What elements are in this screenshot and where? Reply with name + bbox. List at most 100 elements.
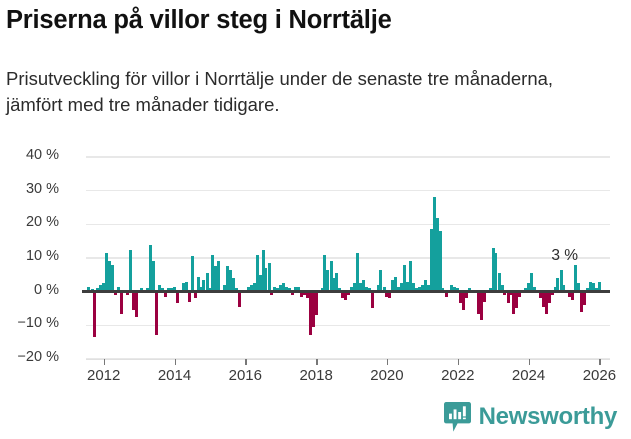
bar	[175, 291, 179, 304]
bar	[541, 291, 545, 307]
page-subtitle: Prisutveckling för villor i Norrtälje un…	[6, 68, 554, 116]
x-axis-tick-label: 2024	[511, 367, 546, 384]
gridline	[86, 324, 610, 327]
bar	[305, 291, 309, 299]
bar	[258, 274, 262, 292]
bar	[580, 291, 584, 312]
bar	[370, 291, 374, 309]
y-axis-tick-label: 0 %	[34, 281, 59, 298]
bar	[441, 288, 445, 292]
bar	[586, 288, 590, 292]
bar	[506, 291, 510, 304]
bar	[500, 284, 504, 292]
bar	[128, 249, 132, 292]
bar	[296, 286, 300, 292]
x-axis-tick-label: 2012	[87, 367, 121, 384]
page-title: Priserna på villor steg i Norrtälje	[6, 6, 392, 34]
bar	[418, 286, 422, 292]
bar	[190, 256, 194, 292]
bar	[527, 283, 531, 292]
bar	[111, 264, 115, 292]
x-axis-tick-label: 2022	[441, 367, 475, 384]
bar	[164, 291, 168, 297]
bar	[338, 288, 342, 292]
bar	[96, 288, 100, 292]
x-axis-tick-label: 2016	[228, 367, 262, 384]
bar	[279, 284, 283, 292]
bar	[173, 286, 176, 292]
bar	[459, 291, 463, 304]
x-axis-tick	[528, 359, 530, 365]
y-axis-tick-label: 10 %	[25, 248, 59, 264]
bar	[119, 291, 123, 314]
bar	[509, 291, 513, 296]
x-axis: 2012 2014 2016 2018 2020 2022 2024 2026	[86, 359, 616, 395]
bar	[391, 279, 395, 292]
bar	[223, 284, 227, 292]
bar	[382, 286, 386, 292]
bar	[494, 252, 498, 292]
bar	[341, 291, 345, 299]
x-axis-tick	[316, 359, 318, 365]
bar-chart-speech-bubble-icon	[443, 402, 471, 432]
bar	[161, 288, 165, 292]
bar	[533, 286, 537, 292]
bar	[524, 288, 528, 292]
bar	[261, 249, 265, 292]
bar	[577, 283, 581, 292]
bar	[420, 284, 424, 292]
bar	[556, 278, 560, 292]
bar	[547, 291, 551, 304]
bar	[544, 291, 548, 314]
y-axis-tick-label: 20 %	[25, 214, 59, 231]
bar	[87, 286, 91, 292]
bar	[211, 254, 215, 292]
bar	[438, 231, 442, 292]
bar	[249, 284, 253, 292]
bar	[465, 291, 469, 299]
bar	[388, 291, 392, 299]
bar	[255, 254, 259, 292]
bar	[187, 291, 191, 302]
bar	[264, 268, 268, 292]
x-axis-tick-label: 2020	[370, 367, 404, 384]
bar	[364, 286, 368, 292]
bar	[134, 291, 138, 317]
brand-name: Newsworthy	[478, 403, 618, 430]
bar	[367, 288, 371, 292]
bar	[131, 291, 135, 311]
bar	[412, 283, 415, 292]
bar	[125, 291, 129, 296]
bar	[208, 288, 212, 292]
bar	[583, 291, 586, 306]
bar	[518, 291, 522, 297]
bar	[149, 244, 153, 292]
bar	[589, 281, 593, 292]
bar	[140, 288, 144, 292]
bar	[105, 252, 109, 292]
bar	[196, 276, 200, 292]
gridline	[86, 189, 610, 192]
gridline	[86, 257, 610, 259]
bar	[444, 291, 448, 297]
bar	[205, 273, 209, 292]
bar	[405, 281, 409, 292]
bar	[595, 288, 599, 292]
bar	[276, 288, 280, 292]
gridline	[86, 358, 610, 360]
bar	[214, 266, 218, 292]
bar	[181, 283, 185, 292]
bar	[290, 291, 294, 296]
bar	[184, 281, 188, 292]
bar	[93, 291, 97, 338]
bar	[409, 261, 413, 292]
bar	[302, 291, 306, 296]
newsworthy-logo: Newsworthy	[443, 402, 618, 432]
bar	[166, 288, 170, 292]
bar	[335, 273, 339, 292]
bar	[462, 291, 466, 311]
bar	[285, 286, 289, 292]
bar	[199, 286, 203, 292]
bar	[288, 288, 292, 292]
